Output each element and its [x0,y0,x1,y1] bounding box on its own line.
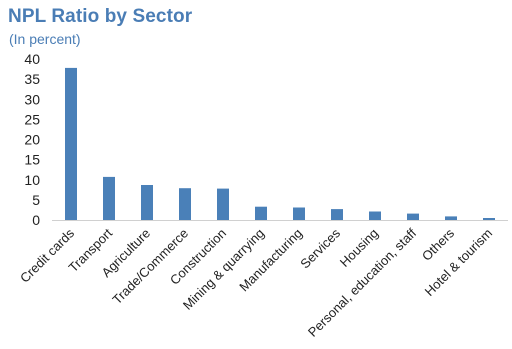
y-tick-label: 25 [24,111,40,127]
y-tick-label: 20 [24,132,40,148]
bar [483,218,495,220]
bar [445,216,457,220]
y-tick-label: 35 [24,71,40,87]
bar [217,188,229,220]
x-tick-label: Credit cards [17,225,78,286]
x-tick-label: Services [297,225,343,271]
bar [179,188,191,220]
bar [331,209,343,220]
bar [369,211,381,220]
y-tick-label: 30 [24,91,40,107]
y-tick-label: 10 [24,172,40,188]
y-tick-label: 5 [32,192,40,208]
x-tick-label: Hotel & tourism [422,226,495,299]
bar [141,185,153,220]
chart-subtitle: (In percent) [9,31,81,47]
bar [407,213,419,220]
y-tick-label: 40 [24,51,40,67]
bar [65,67,77,221]
chart-title: NPL Ratio by Sector [8,6,193,27]
bar [293,207,305,220]
bar [103,176,115,220]
y-tick-label: 0 [32,212,40,228]
y-tick-label: 15 [24,152,40,168]
bar [255,206,267,220]
